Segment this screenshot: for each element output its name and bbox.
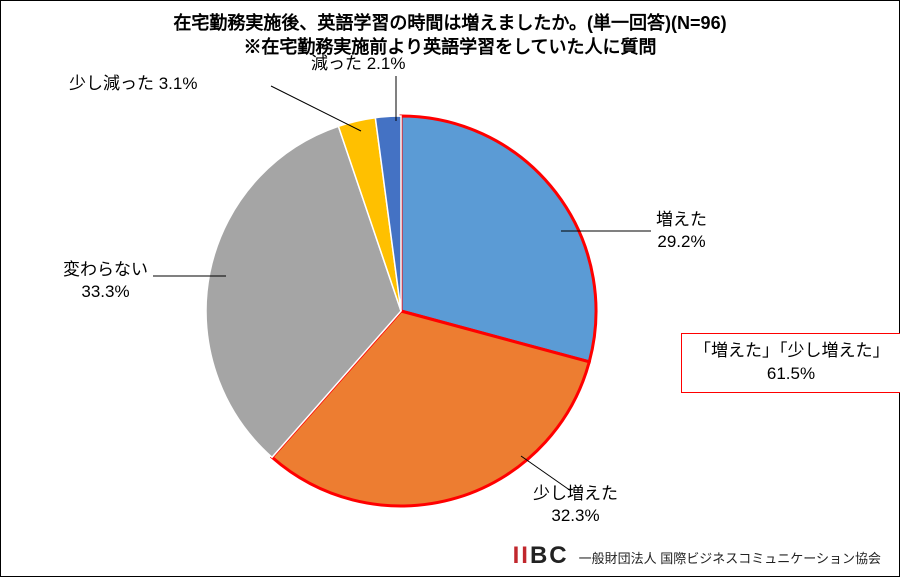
label-unchanged: 変わらない33.3% — [63, 259, 148, 303]
label-slightly_decreased: 少し減った 3.1% — [69, 73, 197, 95]
callout-line-2: 61.5% — [694, 363, 888, 386]
label-decreased: 減った 2.1% — [311, 53, 405, 75]
leader-slightly_decreased — [271, 86, 361, 131]
iibc-logo: IIBC — [513, 542, 569, 570]
chart-frame: 在宅勤務実施後、英語学習の時間は増えましたか。(単一回答)(N=96) ※在宅勤… — [0, 0, 900, 577]
chart-area: 増えた29.2%少し増えた32.3%変わらない33.3%少し減った 3.1%減っ… — [1, 61, 900, 541]
summary-callout: 「増えた」「少し増えた」 61.5% — [681, 333, 900, 393]
title-line-2: ※在宅勤務実施前より英語学習をしていた人に質問 — [1, 35, 899, 59]
footer: IIBC 一般財団法人 国際ビジネスコミュニケーション協会 — [513, 542, 881, 570]
title-line-1: 在宅勤務実施後、英語学習の時間は増えましたか。(単一回答)(N=96) — [1, 11, 899, 35]
footer-org-text: 一般財団法人 国際ビジネスコミュニケーション協会 — [579, 548, 881, 567]
chart-title: 在宅勤務実施後、英語学習の時間は増えましたか。(単一回答)(N=96) ※在宅勤… — [1, 1, 899, 60]
callout-line-1: 「増えた」「少し増えた」 — [694, 340, 888, 363]
label-increased: 増えた29.2% — [656, 209, 707, 253]
label-slightly_increased: 少し増えた32.3% — [533, 483, 618, 527]
